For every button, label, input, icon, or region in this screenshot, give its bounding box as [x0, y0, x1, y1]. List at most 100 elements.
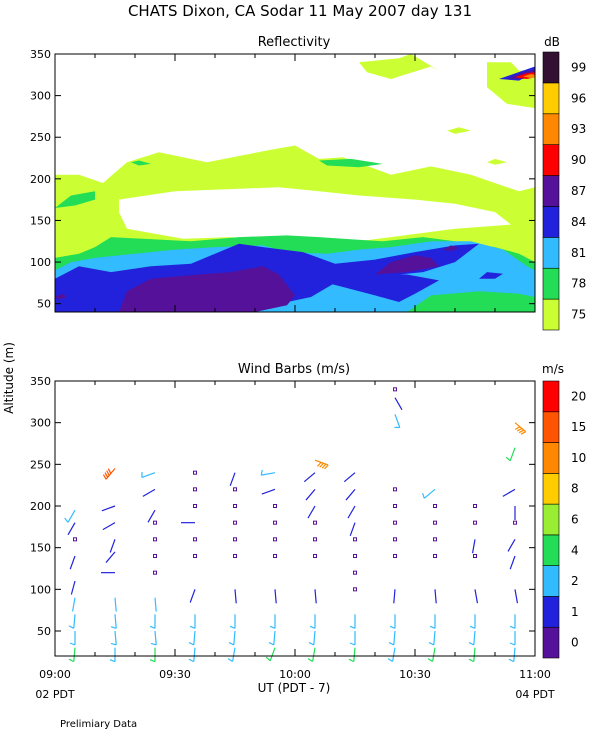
wind-barb [109, 647, 116, 663]
reflectivity-region-75 [359, 54, 439, 79]
wind-barb [101, 505, 116, 512]
reflectivity-colorbar-label: 96 [571, 91, 586, 105]
wind-barb-feather [387, 658, 393, 662]
wind-panel: Wind Barbs (m/s) 5010015020025030035009:… [30, 362, 586, 681]
wind-colorbar-label: 20 [571, 389, 586, 403]
x-sublabel-end: 04 PDT [515, 688, 555, 701]
y-axis-label: Altitude (m) [2, 342, 16, 414]
wind-barb-staff [261, 472, 276, 476]
wind-barb-staff [473, 647, 476, 662]
wind-axes: 50 100 150 200 250 300 350 09:00 09:30 10:00 10:30… [30, 375, 551, 681]
wind-barb [114, 597, 117, 612]
wind-barb [68, 614, 76, 629]
wind-barb-staff [509, 447, 516, 462]
wind-barb-feather [429, 625, 436, 629]
wind-barb-calm [353, 570, 357, 575]
wind-barb [110, 630, 117, 646]
wind-barb-feather [509, 625, 516, 629]
wind-barb [110, 614, 117, 629]
wind-barb-feather [468, 641, 475, 646]
wind-barb-calm [353, 537, 357, 542]
wind-barb [505, 447, 516, 462]
wind-barb-staff [102, 522, 116, 531]
wind-colorbar-swatch [542, 442, 560, 474]
wind-barb-staff [393, 589, 396, 604]
wind-barb-staff [307, 505, 316, 519]
wind-colorbar-label: 15 [571, 420, 586, 434]
wind-barb [509, 555, 516, 570]
reflectivity-region-78 [55, 191, 95, 208]
wind-barb-feather [505, 456, 511, 462]
wind-barb [64, 509, 76, 523]
wind-barb [261, 488, 276, 495]
wind-colorbar-swatch [542, 626, 560, 659]
wind-barb-feather [227, 658, 233, 662]
wind-barb-staff [433, 630, 436, 645]
wind-barb-staff [349, 522, 356, 537]
wind-barb-calm [393, 554, 397, 558]
reflectivity-y-tick-label: 350 [30, 48, 51, 61]
wind-barb-calm [233, 537, 237, 542]
wind-barb [68, 647, 76, 663]
wind-barb-calm [153, 554, 157, 558]
reflectivity-title: Reflectivity [258, 35, 331, 50]
wind-barb-calm [313, 554, 317, 558]
wind-y-tick-label: 100 [30, 583, 51, 596]
wind-barb-calm [433, 520, 437, 525]
wind-barb [509, 631, 516, 646]
reflectivity-region-78 [407, 291, 535, 312]
wind-barb [229, 472, 236, 487]
wind-barb [394, 414, 401, 429]
wind-y-tick-label: 200 [30, 500, 51, 513]
wind-colorbar-swatch [542, 380, 560, 413]
wind-barb [428, 630, 436, 646]
wind-barb [427, 647, 436, 662]
wind-barb-feather [389, 625, 396, 629]
wind-barb-feather [107, 468, 112, 474]
wind-barb [347, 505, 356, 519]
wind-barb-staff [114, 630, 117, 645]
wind-barb-staff [514, 422, 527, 433]
wind-barb [434, 589, 437, 604]
wind-barb-feather [428, 641, 435, 646]
wind-colorbar-label: 1 [571, 605, 579, 619]
wind-colorbar-swatch [542, 473, 560, 505]
reflectivity-region-78 [131, 160, 151, 166]
wind-barb-staff [233, 630, 236, 645]
wind-barb-staff [507, 539, 516, 552]
wind-barb-staff [474, 589, 479, 604]
wind-barb-staff [114, 597, 117, 612]
wind-barb-calm [233, 487, 237, 492]
wind-colorbar-swatch [542, 565, 560, 597]
reflectivity-panel: Reflectivity 50 100 150 200 250 300 350 75 78 81… [30, 35, 586, 331]
wind-barb-calm [153, 520, 157, 525]
wind-barb [468, 647, 476, 663]
wind-barb-staff [70, 580, 76, 595]
wind-barb [150, 630, 157, 646]
wind-barb [109, 539, 116, 553]
wind-barb-calm [233, 554, 237, 558]
wind-barb-calm [473, 520, 477, 525]
wind-barb-feather [422, 493, 425, 499]
wind-barb-calm [353, 554, 357, 558]
wind-barb-calm [193, 504, 197, 508]
reflectivity-colorbar-swatch [542, 113, 560, 145]
wind-barb-calm [313, 520, 317, 525]
wind-barb [142, 488, 156, 497]
wind-barb-staff [314, 589, 317, 604]
wind-barb-calm [433, 504, 437, 508]
wind-barb [102, 468, 116, 480]
wind-barb [105, 551, 116, 563]
wind-barb-feather [518, 429, 525, 434]
wind-y-tick-label: 300 [30, 417, 51, 430]
wind-colorbar-label: 6 [571, 513, 579, 527]
wind-barb [502, 488, 516, 497]
wind-barb-staff [513, 647, 516, 662]
wind-barb-feather [348, 658, 355, 663]
reflectivity-colorbar-label: 78 [571, 277, 586, 291]
reflectivity-region-87 [119, 266, 295, 312]
wind-barb-calm [393, 387, 397, 392]
wind-colorbar-swatch [542, 503, 560, 536]
reflectivity-region-below [119, 187, 511, 246]
